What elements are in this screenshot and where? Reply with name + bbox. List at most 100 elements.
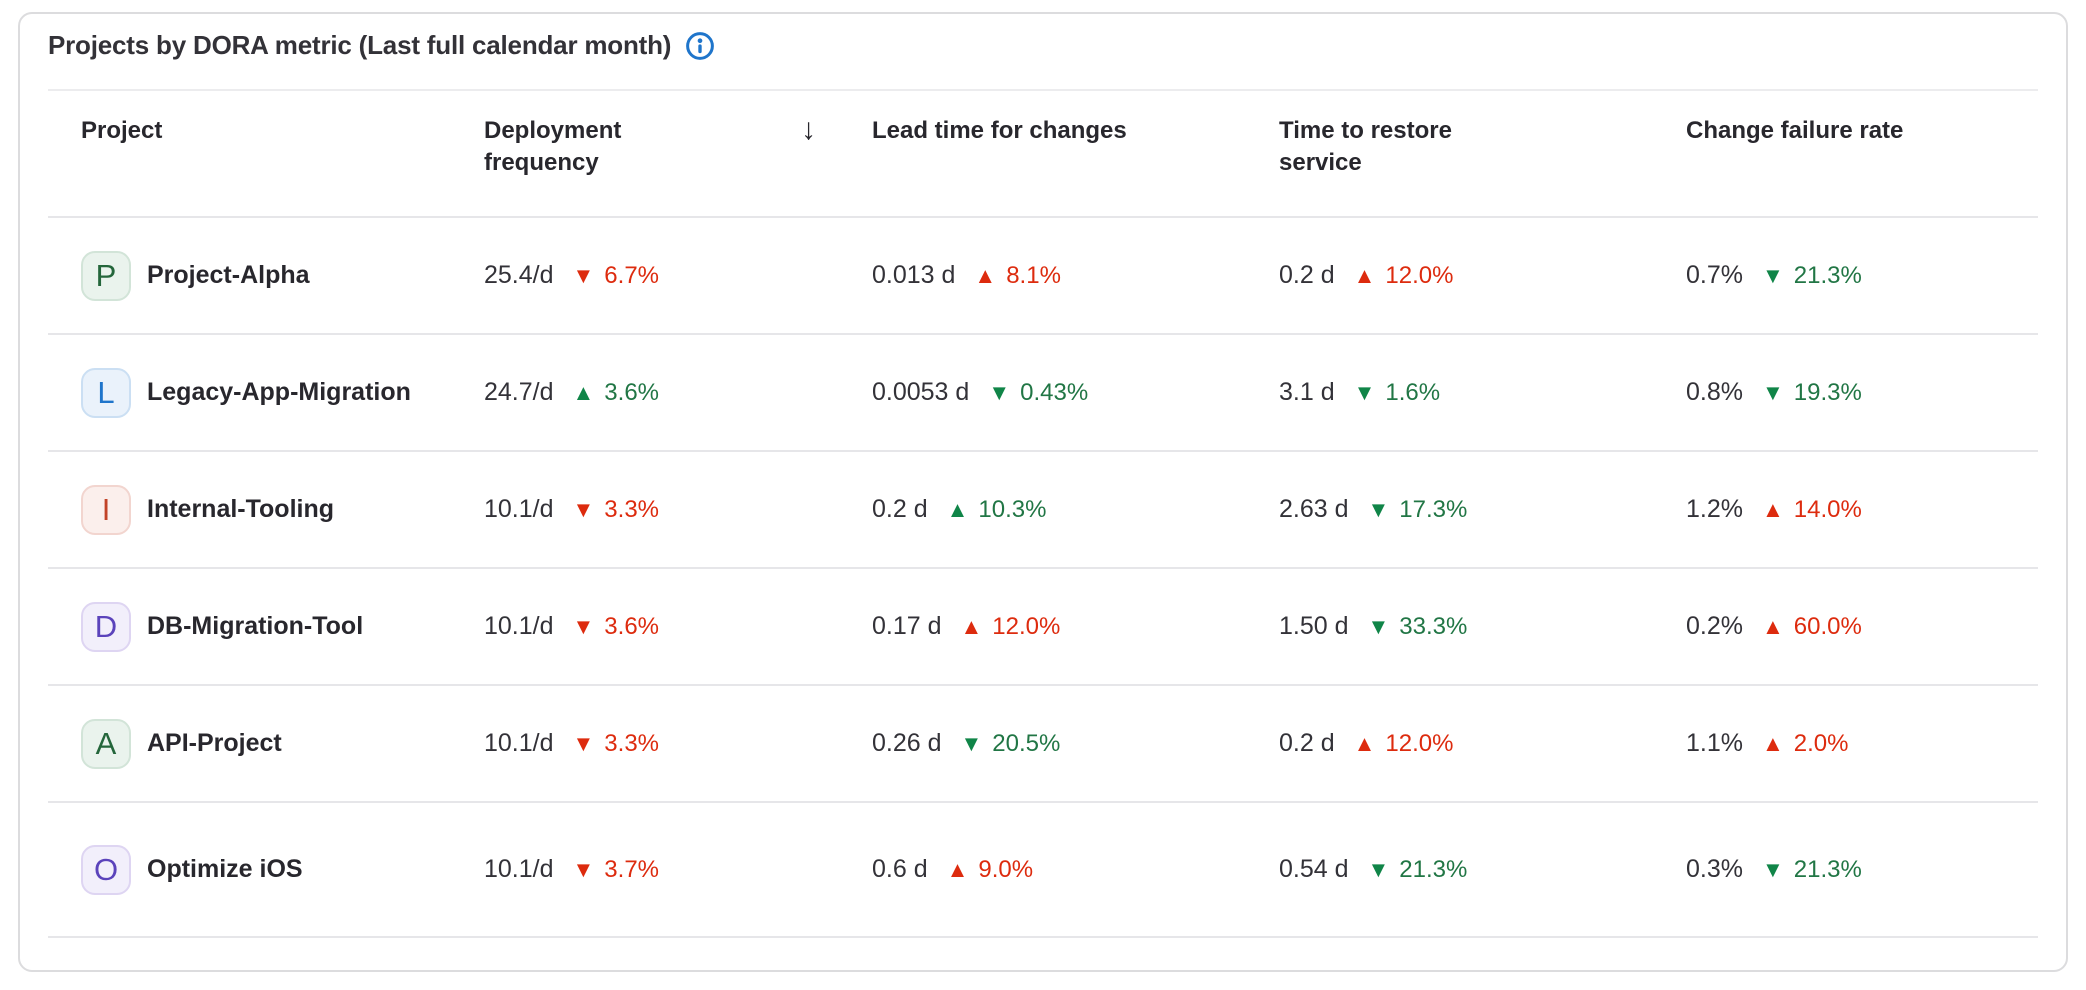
trend-percent: 12.0% bbox=[1385, 261, 1454, 289]
project-cell: I Internal-Tooling bbox=[48, 484, 484, 535]
trend-percent: 10.3% bbox=[978, 495, 1047, 523]
project-avatar: D bbox=[81, 601, 131, 652]
metric-value: 0.013 d bbox=[872, 261, 956, 289]
metric-lead-time: 0.2 d ▲ 10.3% bbox=[872, 495, 1279, 524]
metric-value: 0.2 d bbox=[1279, 729, 1335, 757]
trend-indicator: ▲ 12.0% bbox=[1354, 262, 1454, 290]
trend-percent: 14.0% bbox=[1793, 495, 1862, 523]
project-link[interactable]: Legacy-App-Migration bbox=[147, 378, 411, 406]
trend-down-icon: ▼ bbox=[572, 730, 595, 756]
project-cell: A API-Project bbox=[48, 718, 484, 769]
trend-down-icon: ▼ bbox=[1761, 856, 1784, 882]
dora-metrics-card: Projects by DORA metric (Last full calen… bbox=[18, 12, 2068, 972]
project-avatar: A bbox=[81, 718, 131, 769]
trend-percent: 17.3% bbox=[1399, 495, 1468, 523]
column-header-time-to-restore[interactable]: Time to restore service bbox=[1279, 115, 1686, 179]
metric-value: 0.17 d bbox=[872, 612, 942, 640]
table-row: P Project-Alpha 25.4/d ▼ 6.7% 0.013 d ▲ … bbox=[48, 218, 2038, 335]
metric-value: 25.4/d bbox=[484, 261, 554, 289]
trend-up-icon: ▲ bbox=[946, 496, 969, 522]
project-link[interactable]: Internal-Tooling bbox=[147, 495, 335, 523]
trend-indicator: ▼ 3.6% bbox=[573, 613, 659, 641]
metric-value: 10.1/d bbox=[484, 729, 554, 757]
project-cell: D DB-Migration-Tool bbox=[48, 601, 484, 652]
trend-percent: 21.3% bbox=[1793, 855, 1862, 883]
trend-indicator: ▼ 21.3% bbox=[1368, 856, 1468, 884]
trend-percent: 3.3% bbox=[604, 495, 659, 523]
trend-percent: 33.3% bbox=[1399, 612, 1468, 640]
metric-time-to-restore: 0.2 d ▲ 12.0% bbox=[1279, 261, 1686, 290]
table-row: A API-Project 10.1/d ▼ 3.3% 0.26 d ▼ 20.… bbox=[48, 686, 2038, 803]
trend-percent: 3.6% bbox=[604, 378, 659, 406]
trend-up-icon: ▲ bbox=[1761, 730, 1784, 756]
project-avatar: P bbox=[81, 250, 131, 301]
trend-down-icon: ▼ bbox=[960, 730, 983, 756]
trend-down-icon: ▼ bbox=[1367, 856, 1390, 882]
trend-indicator: ▲ 10.3% bbox=[947, 496, 1047, 524]
project-link[interactable]: DB-Migration-Tool bbox=[147, 612, 364, 640]
column-header-deployment-frequency[interactable]: Deployment frequency ↓ bbox=[484, 115, 872, 179]
metric-deployment-frequency: 25.4/d ▼ 6.7% bbox=[484, 261, 872, 290]
trend-percent: 12.0% bbox=[992, 612, 1061, 640]
trend-up-icon: ▲ bbox=[1353, 730, 1376, 756]
trend-indicator: ▲ 9.0% bbox=[947, 856, 1033, 884]
metric-lead-time: 0.0053 d ▼ 0.43% bbox=[872, 378, 1279, 407]
card-title: Projects by DORA metric (Last full calen… bbox=[48, 30, 672, 60]
metric-value: 0.2% bbox=[1686, 612, 1743, 640]
table-row: I Internal-Tooling 10.1/d ▼ 3.3% 0.2 d ▲… bbox=[48, 452, 2038, 569]
trend-down-icon: ▼ bbox=[1367, 613, 1390, 639]
trend-up-icon: ▲ bbox=[960, 613, 983, 639]
metric-value: 3.1 d bbox=[1279, 378, 1335, 406]
project-link[interactable]: Optimize iOS bbox=[147, 855, 303, 883]
trend-indicator: ▲ 3.6% bbox=[573, 379, 659, 407]
trend-indicator: ▼ 3.3% bbox=[573, 496, 659, 524]
metric-deployment-frequency: 24.7/d ▲ 3.6% bbox=[484, 378, 872, 407]
trend-percent: 9.0% bbox=[978, 855, 1034, 883]
trend-percent: 19.3% bbox=[1793, 378, 1862, 406]
metric-value: 0.8% bbox=[1686, 378, 1743, 406]
trend-up-icon: ▲ bbox=[1353, 262, 1376, 288]
trend-percent: 6.7% bbox=[604, 261, 659, 289]
trend-down-icon: ▼ bbox=[1353, 379, 1376, 405]
trend-indicator: ▲ 60.0% bbox=[1762, 613, 1862, 641]
trend-down-icon: ▼ bbox=[1761, 262, 1784, 288]
project-avatar: I bbox=[81, 484, 131, 535]
column-header-change-failure-rate[interactable]: Change failure rate bbox=[1686, 117, 1904, 144]
trend-indicator: ▲ 12.0% bbox=[961, 613, 1061, 641]
information-icon[interactable] bbox=[685, 31, 715, 61]
trend-percent: 12.0% bbox=[1385, 729, 1454, 757]
project-avatar: L bbox=[81, 367, 131, 418]
project-link[interactable]: API-Project bbox=[147, 729, 282, 757]
project-link[interactable]: Project-Alpha bbox=[147, 261, 310, 289]
metric-time-to-restore: 3.1 d ▼ 1.6% bbox=[1279, 378, 1686, 407]
trend-down-icon: ▼ bbox=[572, 496, 595, 522]
trend-down-icon: ▼ bbox=[572, 856, 595, 882]
project-cell: O Optimize iOS bbox=[48, 844, 484, 895]
metric-time-to-restore: 0.54 d ▼ 21.3% bbox=[1279, 855, 1686, 884]
project-cell: P Project-Alpha bbox=[48, 250, 484, 301]
metric-value: 10.1/d bbox=[484, 855, 554, 883]
trend-indicator: ▼ 0.43% bbox=[988, 379, 1088, 407]
trend-down-icon: ▼ bbox=[1761, 379, 1784, 405]
trend-percent: 1.6% bbox=[1385, 378, 1441, 406]
table-row: D DB-Migration-Tool 10.1/d ▼ 3.6% 0.17 d… bbox=[48, 569, 2038, 686]
trend-indicator: ▲ 2.0% bbox=[1762, 730, 1848, 758]
trend-up-icon: ▲ bbox=[946, 856, 969, 882]
column-header-project[interactable]: Project bbox=[81, 117, 163, 144]
metric-deployment-frequency: 10.1/d ▼ 3.6% bbox=[484, 612, 872, 641]
column-header-label: Lead time for changes bbox=[872, 117, 1127, 144]
trend-percent: 2.0% bbox=[1793, 729, 1849, 757]
project-avatar: O bbox=[81, 844, 131, 895]
trend-indicator: ▼ 21.3% bbox=[1762, 262, 1862, 290]
metric-change-failure-rate: 0.8% ▼ 19.3% bbox=[1686, 378, 2038, 407]
trend-indicator: ▼ 33.3% bbox=[1368, 613, 1468, 641]
column-header-lead-time[interactable]: Lead time for changes bbox=[872, 115, 1279, 147]
trend-down-icon: ▼ bbox=[1367, 496, 1390, 522]
metric-value: 2.63 d bbox=[1279, 495, 1349, 523]
trend-indicator: ▼ 3.3% bbox=[573, 730, 659, 758]
metric-change-failure-rate: 0.2% ▲ 60.0% bbox=[1686, 612, 2038, 641]
trend-indicator: ▲ 8.1% bbox=[974, 262, 1060, 290]
trend-indicator: ▼ 20.5% bbox=[961, 730, 1061, 758]
table-row: L Legacy-App-Migration 24.7/d ▲ 3.6% 0.0… bbox=[48, 335, 2038, 452]
metric-time-to-restore: 1.50 d ▼ 33.3% bbox=[1279, 612, 1686, 641]
